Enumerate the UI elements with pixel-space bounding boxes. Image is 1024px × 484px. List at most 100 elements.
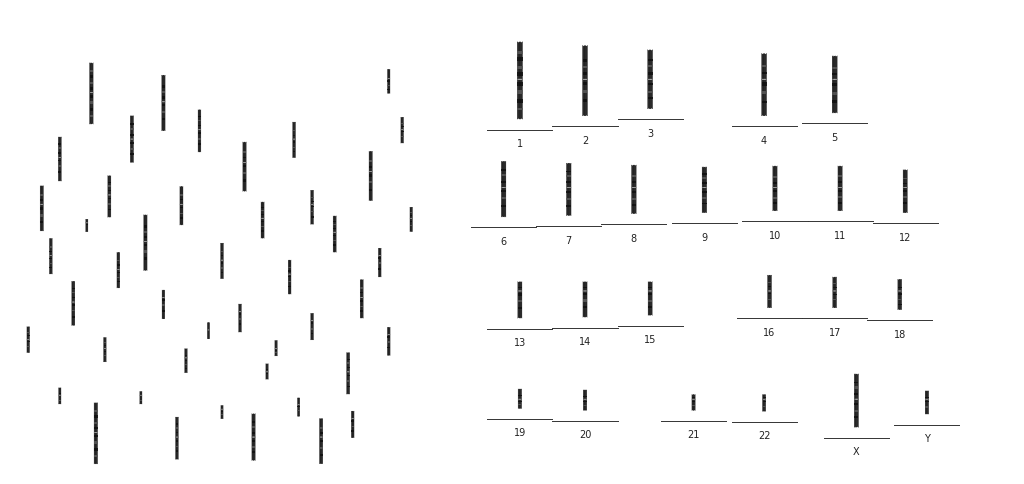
Polygon shape — [648, 73, 651, 76]
Polygon shape — [73, 302, 75, 326]
Polygon shape — [769, 287, 771, 288]
Polygon shape — [568, 199, 571, 201]
Polygon shape — [583, 67, 586, 69]
Polygon shape — [27, 340, 29, 353]
Polygon shape — [221, 268, 223, 269]
Polygon shape — [252, 432, 254, 434]
Polygon shape — [118, 272, 120, 273]
Polygon shape — [221, 411, 222, 412]
Polygon shape — [371, 182, 373, 184]
Polygon shape — [262, 208, 264, 209]
Polygon shape — [261, 231, 263, 232]
Polygon shape — [519, 67, 522, 70]
Polygon shape — [181, 213, 183, 215]
Polygon shape — [109, 191, 111, 192]
Polygon shape — [143, 242, 145, 271]
Polygon shape — [903, 188, 906, 213]
Polygon shape — [40, 215, 42, 217]
Polygon shape — [50, 247, 52, 248]
Polygon shape — [95, 427, 97, 429]
Polygon shape — [352, 420, 354, 422]
Polygon shape — [86, 220, 88, 224]
Polygon shape — [288, 267, 290, 268]
Polygon shape — [184, 368, 186, 369]
Polygon shape — [904, 196, 907, 198]
Polygon shape — [703, 174, 707, 175]
Polygon shape — [50, 256, 52, 274]
Polygon shape — [244, 172, 246, 175]
Polygon shape — [347, 380, 348, 382]
Text: 14: 14 — [579, 336, 591, 347]
Polygon shape — [388, 86, 390, 87]
Polygon shape — [176, 450, 178, 452]
Polygon shape — [220, 256, 222, 257]
Polygon shape — [310, 207, 312, 208]
Polygon shape — [369, 189, 371, 192]
Polygon shape — [49, 268, 51, 269]
Polygon shape — [401, 123, 402, 124]
Polygon shape — [411, 221, 413, 222]
Polygon shape — [633, 182, 636, 183]
Polygon shape — [143, 244, 145, 247]
Polygon shape — [632, 191, 635, 193]
Polygon shape — [768, 275, 770, 291]
Polygon shape — [833, 287, 836, 288]
Polygon shape — [176, 437, 178, 459]
Polygon shape — [184, 360, 186, 361]
Polygon shape — [360, 288, 362, 289]
Polygon shape — [401, 131, 403, 144]
Polygon shape — [334, 233, 336, 253]
Polygon shape — [693, 405, 695, 406]
Polygon shape — [585, 282, 587, 291]
Polygon shape — [518, 307, 520, 309]
Polygon shape — [762, 83, 765, 86]
Polygon shape — [293, 131, 295, 132]
Polygon shape — [856, 374, 858, 399]
Polygon shape — [198, 125, 200, 127]
Polygon shape — [198, 133, 200, 135]
Polygon shape — [311, 207, 313, 208]
Polygon shape — [692, 394, 694, 399]
Text: X: X — [853, 446, 860, 456]
Polygon shape — [762, 54, 765, 80]
Polygon shape — [763, 399, 765, 411]
Polygon shape — [347, 363, 348, 364]
Polygon shape — [348, 353, 350, 372]
Polygon shape — [319, 437, 322, 464]
Polygon shape — [583, 74, 586, 76]
Polygon shape — [181, 205, 183, 226]
Polygon shape — [585, 60, 588, 62]
Polygon shape — [321, 440, 323, 442]
Polygon shape — [833, 291, 836, 308]
Polygon shape — [94, 435, 96, 438]
Polygon shape — [95, 455, 97, 457]
Polygon shape — [90, 76, 92, 79]
Polygon shape — [388, 347, 390, 348]
Polygon shape — [583, 282, 586, 291]
Polygon shape — [311, 201, 313, 202]
Polygon shape — [321, 427, 323, 429]
Polygon shape — [311, 318, 313, 319]
Polygon shape — [109, 210, 111, 211]
Polygon shape — [347, 375, 348, 377]
Polygon shape — [898, 304, 900, 305]
Polygon shape — [840, 188, 842, 212]
Polygon shape — [583, 80, 586, 117]
Polygon shape — [387, 335, 389, 356]
Polygon shape — [274, 346, 276, 347]
Polygon shape — [927, 391, 929, 399]
Polygon shape — [208, 330, 210, 339]
Polygon shape — [311, 328, 313, 330]
Polygon shape — [361, 306, 364, 308]
Polygon shape — [387, 79, 389, 94]
Polygon shape — [768, 300, 770, 301]
Polygon shape — [321, 419, 323, 437]
Polygon shape — [162, 103, 164, 132]
Polygon shape — [833, 300, 836, 301]
Polygon shape — [221, 409, 222, 419]
Polygon shape — [162, 310, 164, 312]
Polygon shape — [835, 277, 837, 291]
Polygon shape — [58, 148, 60, 150]
Polygon shape — [311, 191, 313, 205]
Polygon shape — [387, 90, 389, 91]
